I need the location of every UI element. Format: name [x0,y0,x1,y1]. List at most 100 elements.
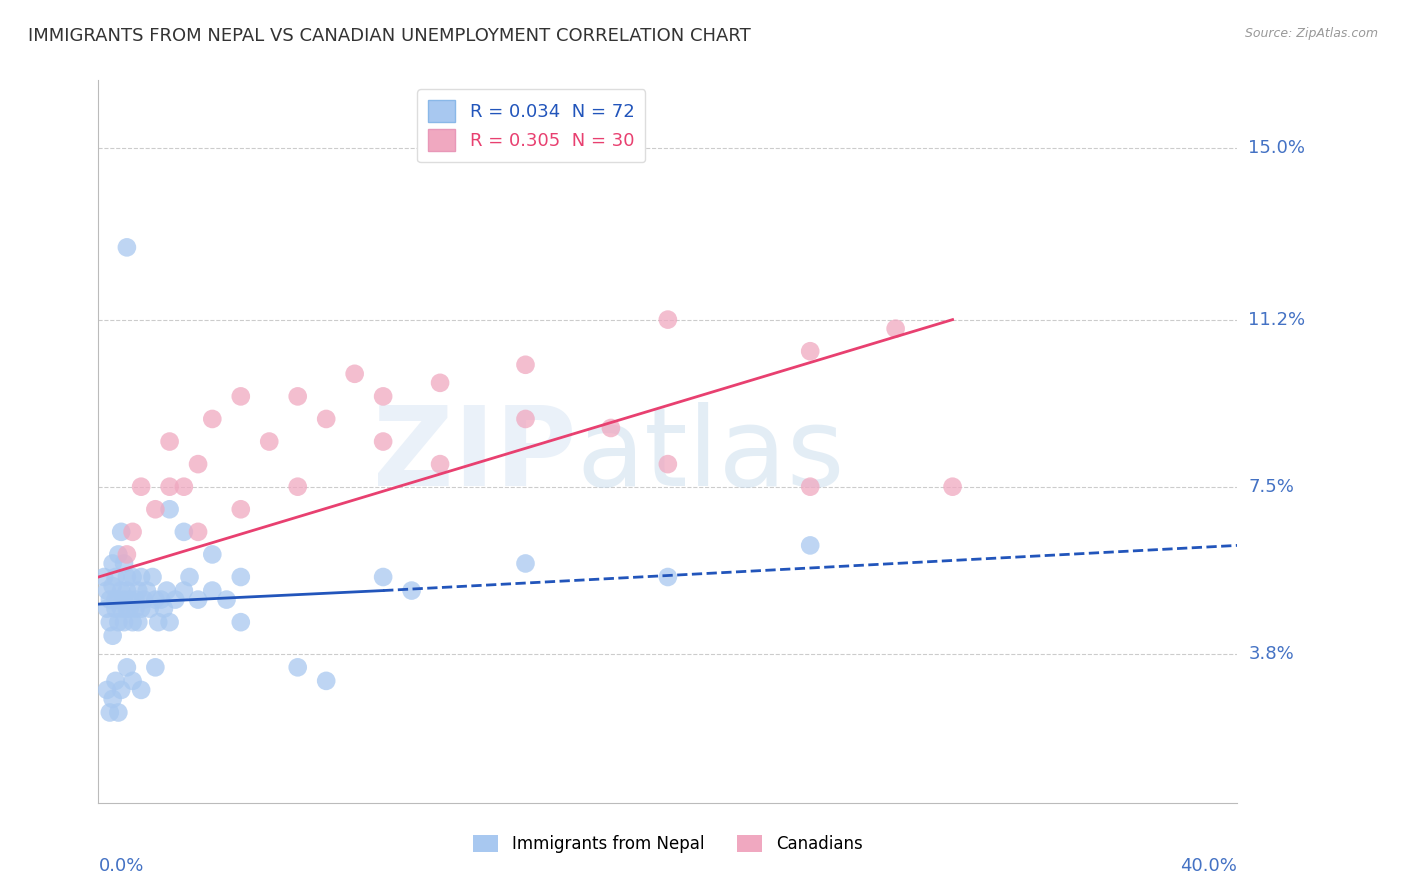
Text: 15.0%: 15.0% [1249,139,1305,157]
Point [115,570,138,584]
Point [104,673,127,688]
Point [101,579,124,593]
Point [127,615,149,630]
Point [145,502,167,516]
Point [115,601,138,615]
Point [201,412,224,426]
Point [96,601,118,615]
Point [145,592,167,607]
Point [150,592,173,607]
Point [942,480,965,494]
Point [98,706,121,720]
Point [173,480,195,494]
Point [201,548,224,562]
Point [98,615,121,630]
Point [124,601,146,615]
Point [287,480,309,494]
Text: 3.8%: 3.8% [1249,645,1294,663]
Point [315,673,337,688]
Point [287,660,309,674]
Point [799,538,821,552]
Point [229,389,252,403]
Point [115,583,138,598]
Point [135,583,157,598]
Point [145,660,167,674]
Point [124,592,146,607]
Point [371,570,394,584]
Text: 11.2%: 11.2% [1249,310,1306,328]
Point [153,601,176,615]
Point [101,692,124,706]
Point [187,592,209,607]
Text: 0.0%: 0.0% [98,857,143,875]
Point [371,389,394,403]
Point [121,673,143,688]
Point [129,570,152,584]
Point [101,629,124,643]
Point [104,592,127,607]
Point [429,457,451,471]
Point [229,570,252,584]
Point [104,570,127,584]
Point [129,480,152,494]
Point [187,457,209,471]
Point [173,583,195,598]
Point [657,457,679,471]
Point [315,412,337,426]
Point [132,592,155,607]
Point [657,570,679,584]
Point [112,615,135,630]
Point [121,615,143,630]
Point [110,682,132,697]
Point [657,312,679,326]
Point [259,434,281,449]
Point [107,592,129,607]
Point [215,592,238,607]
Point [107,706,129,720]
Point [115,240,138,254]
Point [371,434,394,449]
Text: atlas: atlas [576,402,845,509]
Point [287,389,309,403]
Point [179,570,201,584]
Text: 7.5%: 7.5% [1249,478,1295,496]
Point [201,583,224,598]
Point [159,434,181,449]
Point [173,524,195,539]
Point [104,601,127,615]
Point [401,583,423,598]
Point [110,583,132,598]
Point [129,682,152,697]
Point [98,592,121,607]
Point [884,321,907,335]
Point [799,480,821,494]
Point [515,412,537,426]
Point [799,344,821,359]
Point [138,601,160,615]
Point [110,524,132,539]
Point [187,524,209,539]
Text: ZIP: ZIP [374,402,576,509]
Point [515,557,537,571]
Point [96,682,118,697]
Point [96,583,118,598]
Point [159,480,181,494]
Point [165,592,187,607]
Point [101,557,124,571]
Text: 40.0%: 40.0% [1181,857,1237,875]
Point [159,502,181,516]
Point [229,502,252,516]
Point [112,557,135,571]
Point [159,615,181,630]
Point [515,358,537,372]
Point [141,570,163,584]
Point [107,615,129,630]
Point [121,570,143,584]
Point [112,592,135,607]
Point [127,583,149,598]
Point [148,615,170,630]
Point [115,660,138,674]
Point [156,583,179,598]
Point [110,601,132,615]
Legend: Immigrants from Nepal, Canadians: Immigrants from Nepal, Canadians [467,828,869,860]
